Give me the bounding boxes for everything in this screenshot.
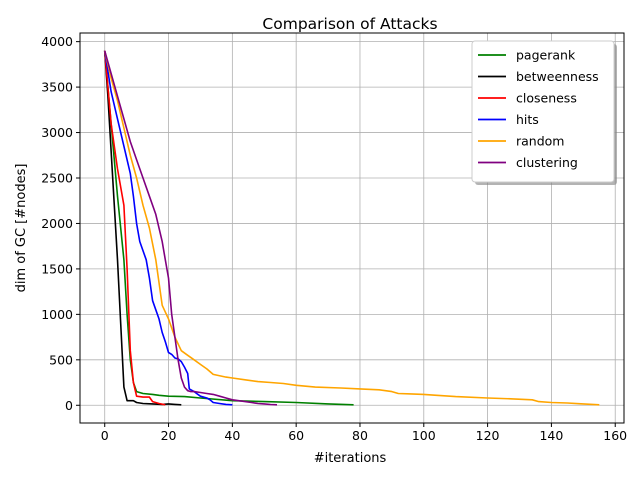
y-axis: 0 500 1000 1500 2000 2500 3000 3500 4000 <box>41 34 80 413</box>
legend-label-random: random <box>516 134 564 149</box>
series-line-random <box>103 50 600 406</box>
legend-label-clustering: clustering <box>516 155 578 170</box>
x-tick-label: 100 <box>412 428 436 443</box>
y-tick-label: 3000 <box>41 125 73 140</box>
x-tick-label: 160 <box>603 428 627 443</box>
legend-box <box>471 40 615 183</box>
legend-label-hits: hits <box>516 112 539 127</box>
series-line-closeness <box>103 50 166 406</box>
y-tick-label: 500 <box>49 352 73 367</box>
y-tick-label: 0 <box>65 398 73 413</box>
y-tick-label: 1000 <box>41 307 73 322</box>
x-tick-label: 80 <box>352 428 368 443</box>
y-tick-label: 1500 <box>41 261 73 276</box>
x-tick-label: 140 <box>539 428 563 443</box>
legend-label-betweenness: betweenness <box>516 69 599 84</box>
legend: pagerank betweenness closeness hits random cl… <box>471 40 617 185</box>
chart-title: Comparison of Attacks <box>262 15 437 33</box>
series-line-pagerank <box>103 50 354 406</box>
legend-label-pagerank: pagerank <box>516 48 576 63</box>
x-tick-label: 120 <box>476 428 500 443</box>
y-axis-label: dim of GC [#nodes] <box>14 164 29 293</box>
x-tick-label: 60 <box>288 428 304 443</box>
series-lines <box>103 50 600 406</box>
legend-label-closeness: closeness <box>516 91 577 106</box>
y-tick-label: 4000 <box>41 34 73 49</box>
x-axis-label: #iterations <box>314 451 387 466</box>
x-tick-label: 40 <box>224 428 240 443</box>
series-line-clustering <box>103 50 278 406</box>
x-tick-label: 0 <box>101 428 109 443</box>
series-line-hits <box>103 50 233 406</box>
x-tick-label: 20 <box>161 428 177 443</box>
y-tick-label: 2500 <box>41 171 73 186</box>
y-tick-label: 2000 <box>41 216 73 231</box>
plot-frame <box>79 32 625 424</box>
y-tick-label: 3500 <box>41 80 73 95</box>
x-axis: 0 20 40 60 80 100 120 140 160 <box>101 423 627 443</box>
